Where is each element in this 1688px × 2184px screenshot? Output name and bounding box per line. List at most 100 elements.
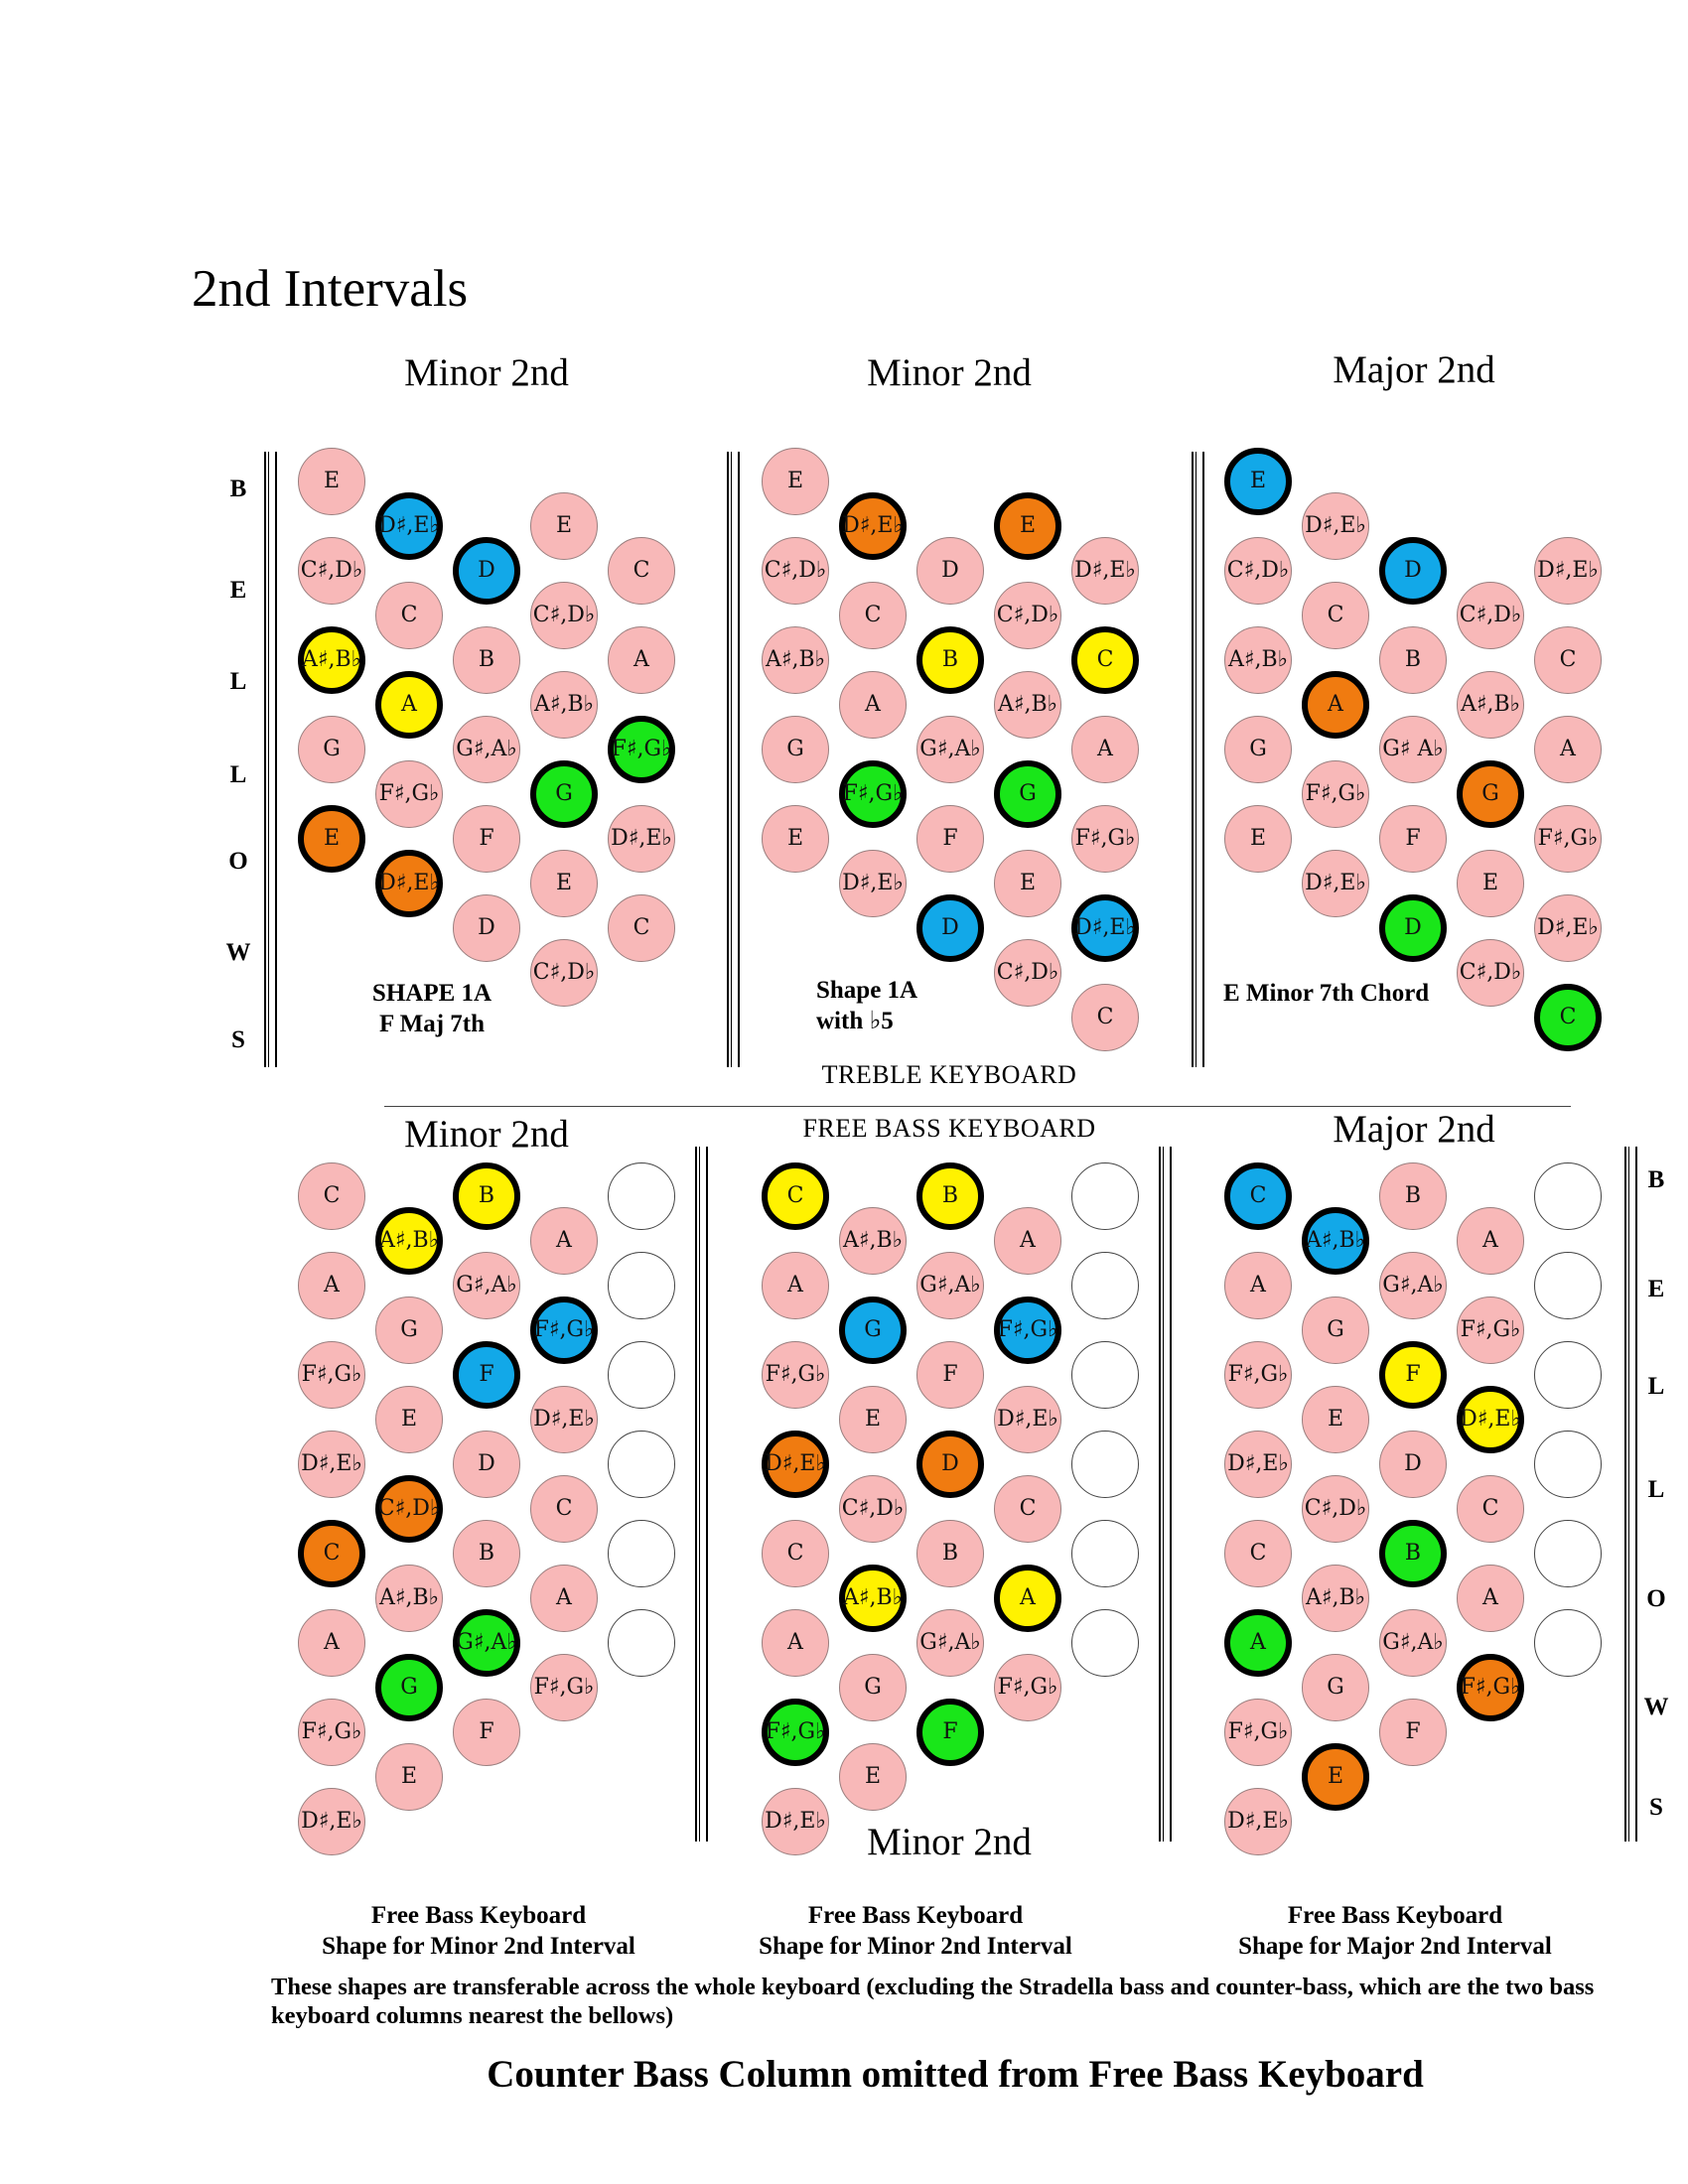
note-button[interactable]: G [1302, 1654, 1369, 1721]
note-button[interactable]: C [1534, 626, 1602, 694]
note-button[interactable]: C [608, 894, 675, 962]
note-button-highlighted[interactable]: F♯,G♭ [839, 760, 907, 828]
note-button-highlighted[interactable]: D♯,E♭ [1457, 1386, 1524, 1453]
note-button[interactable]: E [1224, 805, 1292, 873]
note-button-highlighted[interactable]: C [1534, 984, 1602, 1051]
note-button[interactable]: A [608, 626, 675, 694]
note-button[interactable]: A [298, 1252, 365, 1319]
note-button[interactable]: C♯,D♭ [530, 939, 598, 1007]
note-button[interactable]: F♯,G♭ [298, 1341, 365, 1409]
note-button[interactable]: D [1379, 1431, 1447, 1498]
note-button[interactable]: G [1224, 716, 1292, 783]
note-button-highlighted[interactable]: G [375, 1654, 443, 1721]
note-button[interactable]: A [1071, 716, 1139, 783]
note-button-highlighted[interactable]: E [1224, 448, 1292, 515]
note-button[interactable]: A [762, 1609, 829, 1677]
note-button[interactable]: F [916, 1341, 984, 1409]
empty-button[interactable] [1534, 1162, 1602, 1230]
note-button[interactable]: G [762, 716, 829, 783]
note-button[interactable]: G [839, 1654, 907, 1721]
note-button-highlighted[interactable]: D♯,E♭ [375, 850, 443, 917]
note-button[interactable]: D♯,E♭ [1224, 1788, 1292, 1855]
note-button-highlighted[interactable]: B [1379, 1520, 1447, 1587]
note-button[interactable]: E [530, 492, 598, 560]
note-button[interactable]: D [453, 1431, 520, 1498]
note-button[interactable]: D♯,E♭ [298, 1788, 365, 1855]
note-button[interactable]: G♯,A♭ [453, 1252, 520, 1319]
note-button[interactable]: E [839, 1743, 907, 1811]
note-button[interactable]: F [1379, 1699, 1447, 1766]
note-button-highlighted[interactable]: A♯,B♭ [1302, 1207, 1369, 1275]
note-button[interactable]: D♯,E♭ [1071, 537, 1139, 605]
note-button[interactable]: C [608, 537, 675, 605]
note-button[interactable]: E [839, 1386, 907, 1453]
note-button-highlighted[interactable]: G [839, 1297, 907, 1364]
note-button-highlighted[interactable]: F♯,G♭ [530, 1297, 598, 1364]
note-button[interactable]: G [298, 716, 365, 783]
note-button[interactable]: D♯,E♭ [608, 805, 675, 873]
note-button[interactable]: G♯,A♭ [916, 1252, 984, 1319]
note-button[interactable]: C♯,D♭ [1302, 1475, 1369, 1543]
note-button-highlighted[interactable]: D♯,E♭ [375, 492, 443, 560]
note-button[interactable]: E [762, 805, 829, 873]
note-button-highlighted[interactable]: B [916, 626, 984, 694]
note-button[interactable]: A♯,B♭ [375, 1565, 443, 1632]
note-button[interactable]: B [916, 1520, 984, 1587]
empty-button[interactable] [1534, 1341, 1602, 1409]
note-button[interactable]: C [762, 1520, 829, 1587]
note-button-highlighted[interactable]: D [453, 537, 520, 605]
note-button[interactable]: D♯,E♭ [298, 1431, 365, 1498]
note-button[interactable]: C♯,D♭ [994, 582, 1061, 649]
note-button[interactable]: F♯,G♭ [762, 1341, 829, 1409]
note-button[interactable]: F [916, 805, 984, 873]
note-button[interactable]: A♯,B♭ [994, 671, 1061, 739]
note-button[interactable]: A [530, 1565, 598, 1632]
note-button-highlighted[interactable]: C [1071, 626, 1139, 694]
note-button[interactable]: F [1379, 805, 1447, 873]
note-button[interactable]: E [1457, 850, 1524, 917]
note-button-highlighted[interactable]: E [1302, 1743, 1369, 1811]
note-button[interactable]: C [839, 582, 907, 649]
empty-button[interactable] [608, 1520, 675, 1587]
note-button[interactable]: A [1457, 1565, 1524, 1632]
note-button-highlighted[interactable]: D [916, 894, 984, 962]
note-button[interactable]: C♯,D♭ [762, 537, 829, 605]
note-button-highlighted[interactable]: F♯,G♭ [994, 1297, 1061, 1364]
note-button[interactable]: A♯,B♭ [1457, 671, 1524, 739]
note-button[interactable]: E [1302, 1386, 1369, 1453]
note-button-highlighted[interactable]: A [1302, 671, 1369, 739]
note-button[interactable]: C♯,D♭ [1457, 582, 1524, 649]
note-button[interactable]: D♯,E♭ [762, 1788, 829, 1855]
note-button[interactable]: F♯,G♭ [994, 1654, 1061, 1721]
empty-button[interactable] [1071, 1520, 1139, 1587]
note-button-highlighted[interactable]: A [1224, 1609, 1292, 1677]
note-button[interactable]: F♯,G♭ [1224, 1699, 1292, 1766]
note-button[interactable]: F♯,G♭ [375, 760, 443, 828]
note-button[interactable]: A♯,B♭ [530, 671, 598, 739]
note-button[interactable]: C♯,D♭ [994, 939, 1061, 1007]
note-button-highlighted[interactable]: A♯,B♭ [839, 1565, 907, 1632]
note-button[interactable]: B [1379, 1162, 1447, 1230]
note-button-highlighted[interactable]: G [530, 760, 598, 828]
note-button[interactable]: D [453, 894, 520, 962]
note-button[interactable]: C [994, 1475, 1061, 1543]
note-button[interactable]: C [1071, 984, 1139, 1051]
note-button-highlighted[interactable]: D♯,E♭ [839, 492, 907, 560]
note-button[interactable]: F♯,G♭ [1457, 1297, 1524, 1364]
note-button-highlighted[interactable]: A [375, 671, 443, 739]
note-button[interactable]: E [762, 448, 829, 515]
note-button[interactable]: D♯,E♭ [994, 1386, 1061, 1453]
note-button[interactable]: E [375, 1386, 443, 1453]
note-button-highlighted[interactable]: C♯,D♭ [375, 1475, 443, 1543]
note-button-highlighted[interactable]: F [1379, 1341, 1447, 1409]
note-button[interactable]: A [298, 1609, 365, 1677]
empty-button[interactable] [1071, 1162, 1139, 1230]
note-button[interactable]: A [994, 1207, 1061, 1275]
note-button-highlighted[interactable]: D [1379, 894, 1447, 962]
note-button[interactable]: G♯,A♭ [453, 716, 520, 783]
note-button[interactable]: A [530, 1207, 598, 1275]
note-button[interactable]: C [530, 1475, 598, 1543]
note-button[interactable]: F [453, 1699, 520, 1766]
note-button-highlighted[interactable]: F♯,G♭ [608, 716, 675, 783]
note-button[interactable]: F♯,G♭ [530, 1654, 598, 1721]
